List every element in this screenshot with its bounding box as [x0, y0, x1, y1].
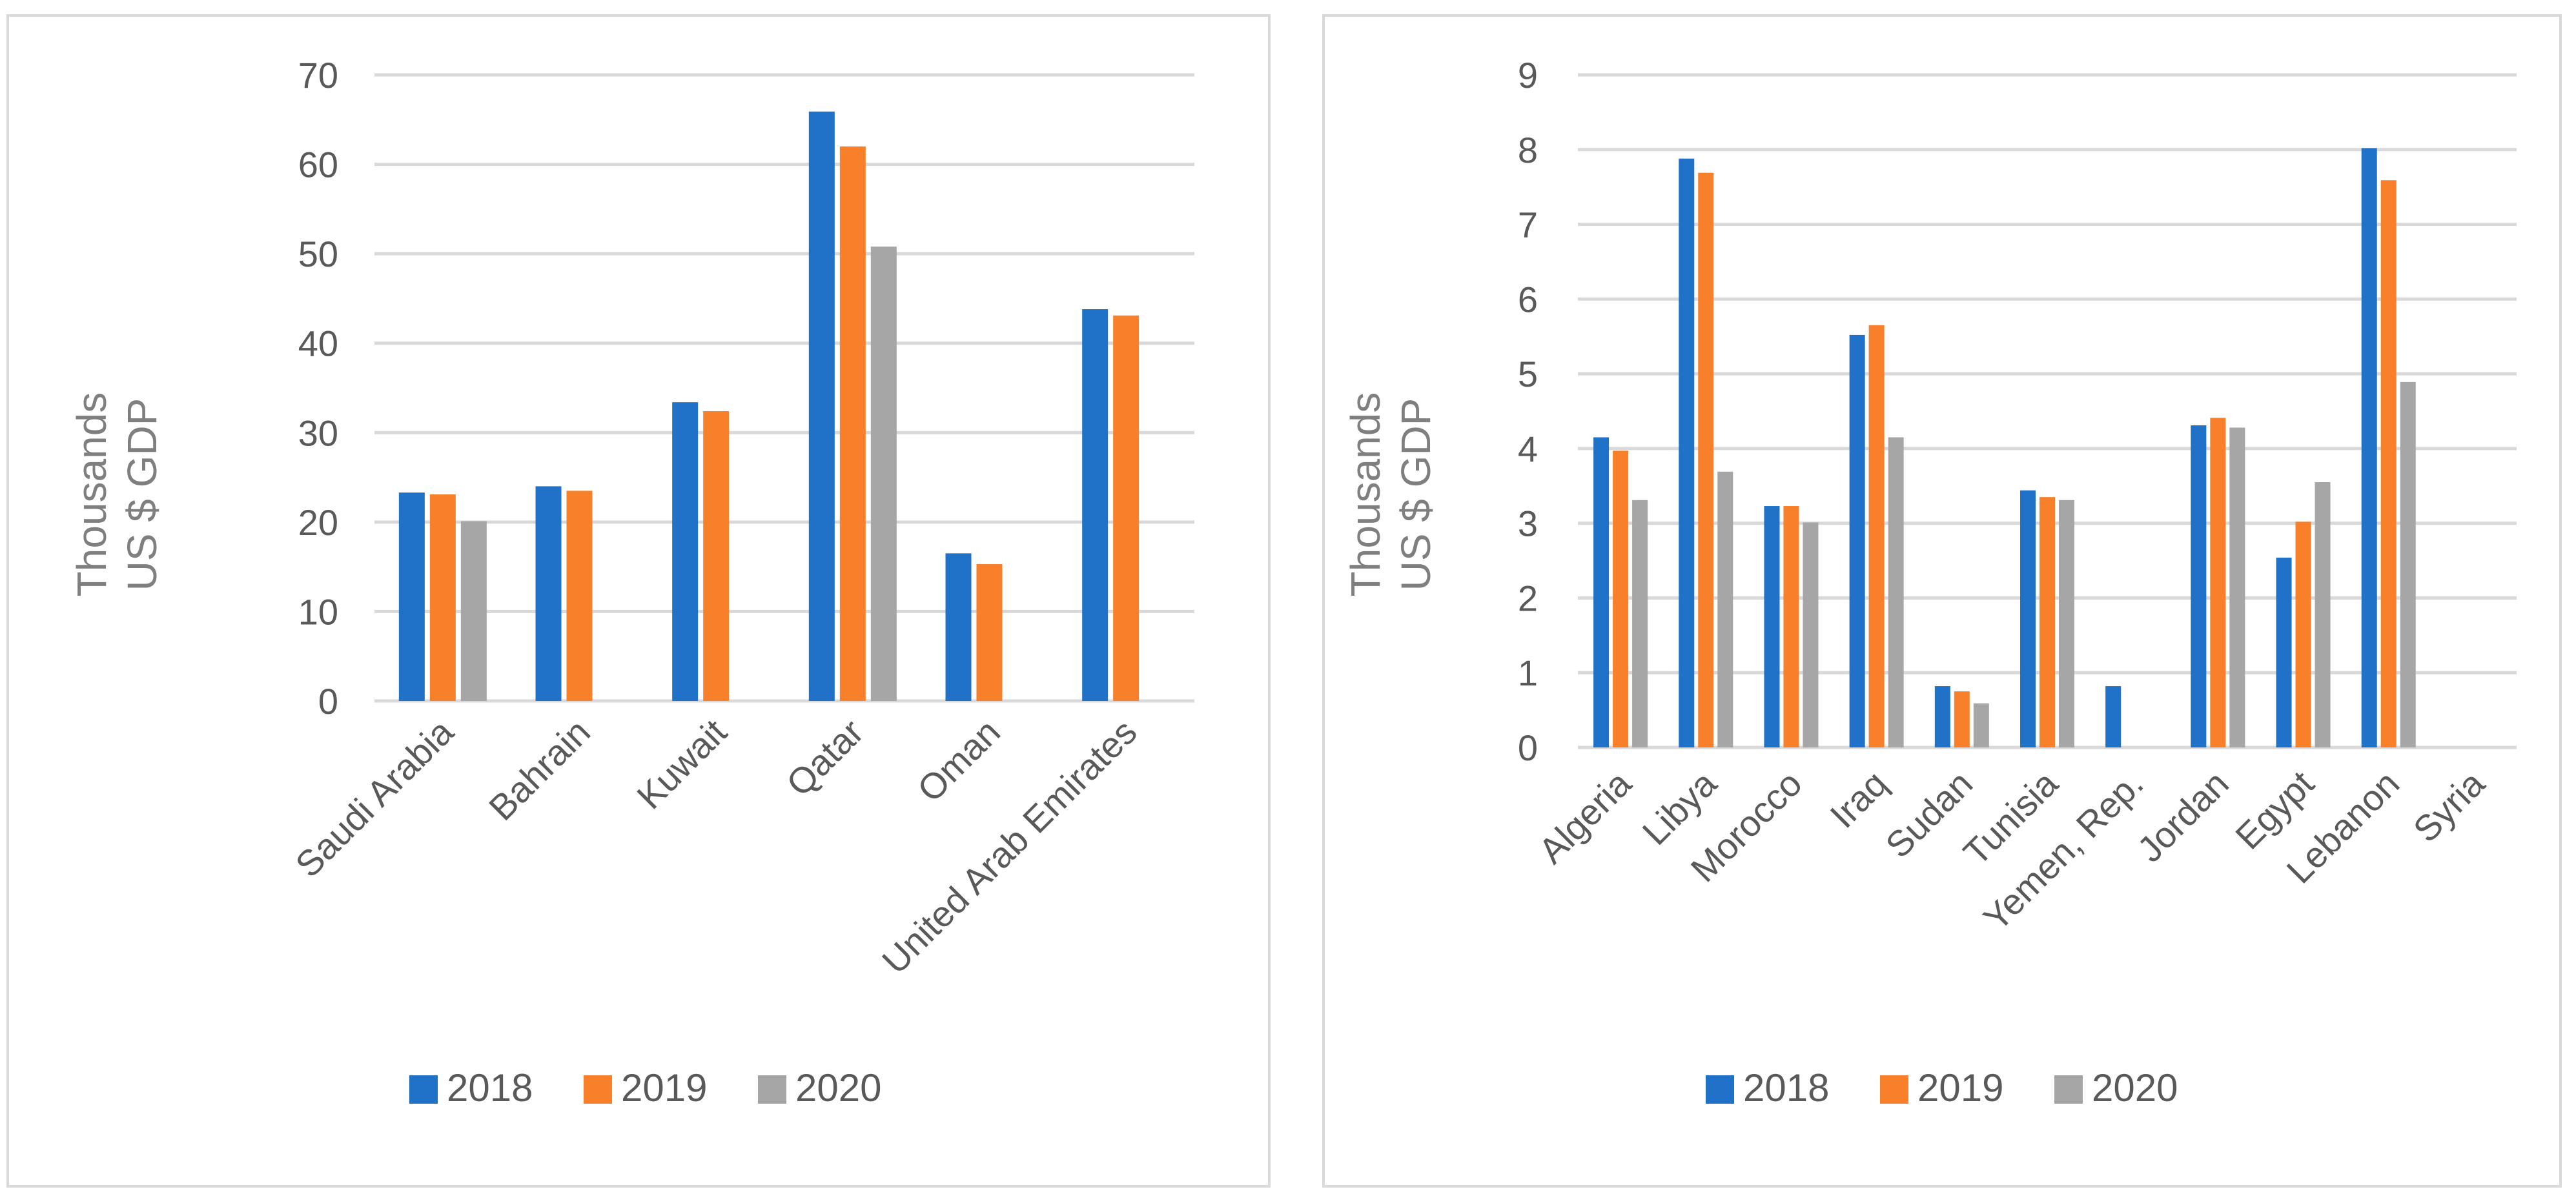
- x-category-label: Bahrain: [481, 711, 598, 828]
- bar-2020-iraq: [1888, 437, 1904, 747]
- bar-2018-oman: [945, 553, 972, 701]
- y-tick-label: 5: [1518, 354, 1538, 394]
- chart-right-panel: 0 1 2 3 4 5 6 7 8 9 Thousands US $ GDP Algeria Libya M…: [1322, 14, 2562, 1188]
- bar-2019-jordan: [2210, 418, 2226, 747]
- bar-2019-iraq: [1868, 325, 1885, 747]
- bar-2019-algeria: [1613, 451, 1629, 747]
- y-axis-label: Thousands: [1342, 392, 1389, 597]
- bar-2019-lebanon: [2380, 180, 2397, 747]
- y-tick-label: 50: [298, 234, 338, 274]
- x-category-label: Oman: [910, 711, 1008, 809]
- x-category-label: Qatar: [779, 711, 872, 804]
- legend-label: 2020: [2092, 1066, 2178, 1110]
- bar-2019-sudan: [1954, 691, 1970, 747]
- y-tick-label: 3: [1518, 503, 1538, 544]
- y-tick-label: 9: [1518, 55, 1538, 96]
- bar-2018-united-arab-emirates: [1082, 309, 1109, 701]
- legend-label: 2019: [621, 1066, 707, 1110]
- bar-2019-morocco: [1783, 506, 1799, 747]
- chart-left: 0 10 20 30 40 50 60 70 Thousands US $ GDP Saudi Ar…: [68, 55, 1194, 1110]
- y-tick-label: 70: [298, 55, 338, 96]
- x-category-label: Syria: [2406, 762, 2493, 849]
- bar-2018-saudi-arabia: [398, 492, 425, 701]
- bar-2019-tunisia: [2039, 497, 2055, 747]
- y-tick-label: 30: [298, 412, 338, 453]
- legend-label: 2018: [1743, 1066, 1829, 1110]
- legend-swatch: [1706, 1075, 1734, 1104]
- bar-2019-oman: [976, 563, 1003, 701]
- y-tick-label: 10: [298, 591, 338, 632]
- bar-2018-qatar: [808, 111, 835, 702]
- bar-2018-morocco: [1764, 506, 1780, 747]
- y-tick-label: 0: [318, 681, 338, 722]
- bar-2018-algeria: [1593, 437, 1610, 747]
- bar-2020-qatar: [870, 247, 897, 701]
- bar-2020-algeria: [1632, 500, 1648, 747]
- y-tick-label: 0: [1518, 727, 1538, 768]
- bar-2020-jordan: [2229, 427, 2245, 747]
- legend-swatch: [409, 1075, 438, 1104]
- y-tick-label: 6: [1518, 279, 1538, 319]
- bar-2018-lebanon: [2361, 148, 2377, 747]
- bar-2020-libya: [1717, 471, 1733, 747]
- bar-2018-yemen-rep-: [2105, 686, 2121, 747]
- y-tick-label: 40: [298, 323, 338, 364]
- bar-2018-kuwait: [672, 402, 699, 701]
- x-category-label: Kuwait: [629, 711, 735, 817]
- y-tick-label: 1: [1518, 653, 1538, 693]
- chart-left-panel: 0 10 20 30 40 50 60 70 Thousands US $ GDP Saudi Ar…: [6, 14, 1271, 1188]
- legend-swatch: [584, 1075, 612, 1104]
- bar-2020-morocco: [1803, 522, 1819, 747]
- x-category-label: Iraq: [1822, 763, 1895, 836]
- legend-swatch: [758, 1075, 786, 1104]
- legend-label: 2019: [1917, 1066, 2003, 1110]
- y-axis-label: Thousands: [68, 392, 115, 597]
- x-category-label: Saudi Arabia: [287, 711, 462, 885]
- legend-swatch: [2054, 1075, 2083, 1104]
- bar-2020-egypt: [2315, 481, 2331, 747]
- bar-2018-sudan: [1934, 686, 1950, 747]
- bar-2018-iraq: [1849, 334, 1865, 747]
- bar-2019-egypt: [2295, 522, 2311, 747]
- bar-2019-united-arab-emirates: [1113, 315, 1140, 701]
- y-tick-label: 20: [298, 502, 338, 543]
- bar-2020-sudan: [1973, 703, 1989, 747]
- bar-2019-kuwait: [703, 411, 730, 701]
- y-tick-label: 8: [1518, 130, 1538, 170]
- y-tick-label: 2: [1518, 578, 1538, 618]
- bar-2020-lebanon: [2400, 381, 2416, 747]
- y-axis-label: US $ GDP: [119, 398, 165, 591]
- bar-2018-libya: [1679, 158, 1695, 747]
- y-tick-label: 60: [298, 145, 338, 185]
- bar-2019-bahrain: [566, 491, 593, 701]
- bar-2020-tunisia: [2059, 500, 2074, 747]
- x-category-label: Jordan: [2129, 763, 2236, 870]
- bar-2019-libya: [1698, 172, 1714, 747]
- bar-2018-jordan: [2191, 425, 2207, 747]
- bar-2018-egypt: [2276, 557, 2292, 747]
- bar-2019-qatar: [839, 146, 866, 701]
- legend-swatch: [1880, 1075, 1908, 1104]
- bar-2019-saudi-arabia: [429, 494, 456, 701]
- y-axis-label: US $ GDP: [1393, 398, 1439, 591]
- bar-2020-saudi-arabia: [460, 521, 487, 701]
- y-tick-label: 7: [1518, 205, 1538, 245]
- bar-2018-tunisia: [2020, 490, 2036, 747]
- x-category-label: United Arab Emirates: [874, 711, 1145, 982]
- legend-label: 2018: [447, 1066, 533, 1110]
- x-category-label: Algeria: [1531, 762, 1639, 871]
- legend-label: 2020: [795, 1066, 881, 1110]
- y-tick-label: 4: [1518, 429, 1538, 469]
- bar-2018-bahrain: [535, 486, 562, 701]
